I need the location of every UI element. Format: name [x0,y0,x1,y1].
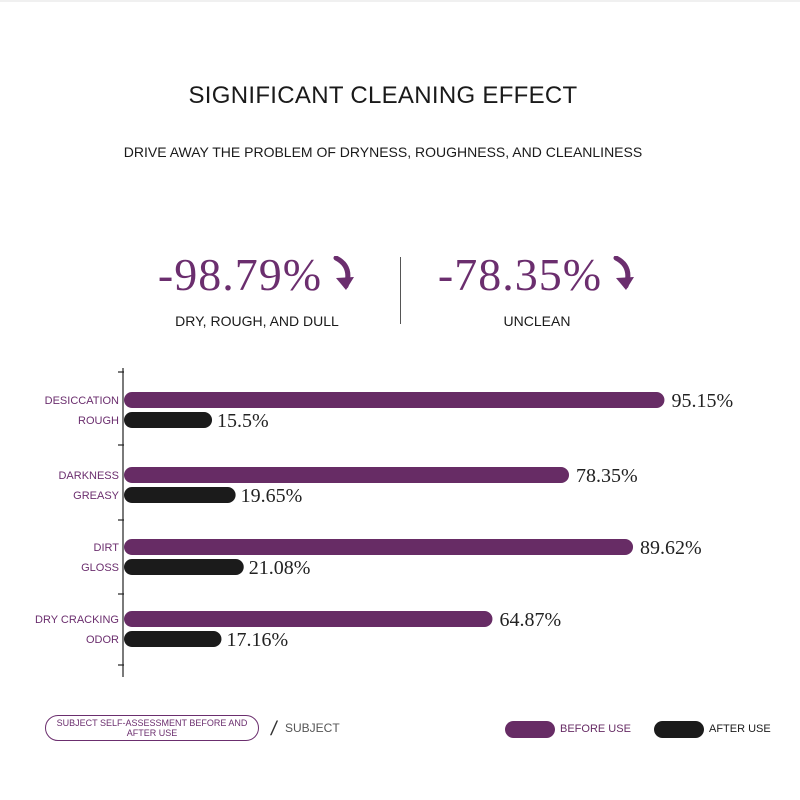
legend-slash: / [269,718,279,740]
data-label-before: 89.62% [640,537,702,559]
bar-after-use [124,631,222,647]
legend-subject: SUBJECT [285,721,340,735]
data-label-before: 78.35% [576,465,638,487]
bar-before-use [124,611,493,627]
category-label: ODOR [86,634,119,646]
data-label-after: 19.65% [241,485,303,507]
bar-before-use [124,467,570,483]
legend-swatch-before [505,721,555,738]
legend-label-after: AFTER USE [709,723,771,735]
stat-label: UNCLEAN [503,313,571,329]
category-label: DESICCATION [45,395,119,407]
bar-after-use [124,412,213,428]
category-label: DARKNESS [58,470,119,482]
stat-unclean: -78.35% UNCLEAN [407,248,667,329]
category-label: DRY CRACKING [35,614,119,626]
bar-before-use [124,539,634,555]
stat-dry-rough-dull: -98.79% DRY, ROUGH, AND DULL [127,248,387,329]
chart-title: SIGNIFICANT CLEANING EFFECT [188,82,578,109]
top-rule [0,0,800,2]
stat-label: DRY, ROUGH, AND DULL [175,313,339,329]
bar-chart: DESICCATION ROUGH 95.15% 15.5% DARKNESS GREAS… [35,368,733,677]
legend-pill: SUBJECT SELF-ASSESSMENT BEFORE AND AFTER… [45,715,259,741]
stat-value: -78.35% [437,249,603,300]
category-label: GREASY [73,490,120,502]
chart-subtitle: DRIVE AWAY THE PROBLEM OF DRYNESS, ROUGH… [123,144,643,160]
down-arrow-icon [610,255,636,297]
bar-after-use [124,559,244,575]
down-arrow-icon [330,255,356,297]
stat-value: -98.79% [157,249,323,300]
legend-swatch-after [654,721,704,738]
bar-after-use [124,487,236,503]
data-label-after: 15.5% [217,410,269,432]
category-label: GLOSS [81,562,119,574]
data-label-after: 17.16% [226,629,288,651]
stats-divider [400,257,401,324]
data-label-before: 64.87% [499,609,561,631]
category-label: ROUGH [78,415,119,427]
legend-label-before: BEFORE USE [560,723,631,735]
bar-before-use [124,392,665,408]
data-label-before: 95.15% [671,390,733,412]
category-label: DIRT [94,542,120,554]
data-label-after: 21.08% [249,557,311,579]
